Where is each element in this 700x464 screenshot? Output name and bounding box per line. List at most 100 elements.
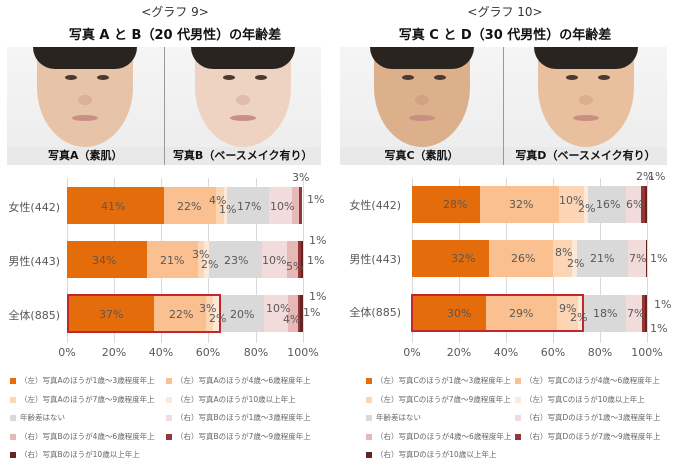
legend-swatch (366, 451, 372, 458)
eye-shape (254, 75, 267, 80)
value-label: 1% (219, 203, 237, 216)
hair-shape (33, 47, 138, 69)
hair-shape (190, 47, 295, 69)
value-label: 2% (578, 202, 596, 215)
legend-swatch (10, 451, 16, 458)
segment (552, 240, 573, 277)
segment (489, 240, 553, 277)
segment (576, 240, 628, 277)
value-label: 1% (307, 193, 325, 206)
value-label: 32% (451, 252, 476, 265)
x-tick: 60% (195, 346, 221, 359)
segment (67, 187, 164, 224)
gridline (303, 178, 304, 343)
value-label: 2% (570, 311, 588, 324)
value-label: 10% (266, 302, 291, 315)
segment (588, 186, 626, 223)
category-label: 男性(443) (8, 255, 60, 268)
legend-label: （左）写真Cのほうが7歳～9歳程度年上 (376, 395, 511, 404)
value-label: 32% (509, 198, 534, 211)
segment (268, 187, 293, 224)
legend-item: （右）写真Dのほうが10歳以上年上 (366, 449, 496, 460)
value-label: 23% (224, 254, 249, 267)
legend-item: （左）写真Aのほうが10歳以上年上 (166, 394, 296, 405)
segment (67, 295, 155, 332)
value-label: 2% (567, 257, 585, 270)
bar-male (67, 241, 303, 278)
segment (297, 295, 300, 332)
legend-item: （右）写真Dのほうが7歳～9歳程度年上 (515, 431, 660, 442)
hair-shape (369, 47, 474, 69)
value-label: 18% (593, 307, 618, 320)
value-label: 10% (559, 194, 584, 207)
value-label: 1% (307, 254, 325, 267)
highlight-outline (67, 294, 221, 333)
legend-swatch (366, 377, 372, 384)
x-tick: 100% (287, 346, 319, 359)
legend-label: （右）写真Bのほうが4歳～6歳程度年上 (20, 432, 155, 441)
legend-swatch (10, 396, 16, 403)
highlight-outline (411, 294, 584, 332)
legend-label: （右）写真Bのほうが10歳以上年上 (20, 450, 140, 459)
value-label: 1% (309, 290, 327, 303)
eye-shape (434, 75, 446, 80)
segment (163, 187, 216, 224)
segment (583, 186, 589, 223)
eye-shape (97, 75, 109, 80)
graph10-photos: 写真C（素肌） 写真D（ベースメイク有り） (340, 47, 667, 165)
segment (556, 295, 579, 332)
legend-label: （左）写真Cのほうが1歳～3歳程度年上 (376, 376, 511, 385)
eye-shape (65, 75, 77, 80)
legend-swatch (166, 377, 172, 384)
segment (300, 241, 303, 278)
value-label: 1% (309, 234, 327, 247)
mouth-shape (229, 115, 256, 121)
legend-label: （右）写真Dのほうが10歳以上年上 (376, 450, 497, 459)
value-label: 5% (286, 260, 304, 273)
legend-item: （左）写真Cのほうが1歳～3歳程度年上 (366, 375, 511, 386)
segment (288, 295, 298, 332)
value-label: 1% (303, 306, 321, 319)
value-label: 20% (230, 308, 255, 321)
nose-shape (235, 95, 250, 105)
graph9-header: <グラフ 9> 写真 A と B（20 代男性）の年齢差 (0, 3, 350, 43)
legend-label: （右）写真Bのほうが7歳～9歳程度年上 (176, 432, 311, 441)
legend-item: （左）写真Aのほうが1歳～3歳程度年上 (10, 375, 155, 386)
nose-shape (578, 95, 593, 105)
segment (286, 241, 299, 278)
segment (645, 240, 647, 277)
segment (292, 187, 299, 224)
segment (223, 187, 228, 224)
photo-a-caption: 写真A（素肌） (7, 147, 164, 165)
hair-shape (533, 47, 638, 69)
photo-c: 写真C（素肌） (340, 47, 503, 165)
legend-label: （左）写真Aのほうが4歳～6歳程度年上 (176, 376, 311, 385)
segment (208, 241, 263, 278)
segment (227, 187, 269, 224)
legend-swatch (166, 396, 172, 403)
segment (298, 187, 302, 224)
legend-item: （右）写真Bのほうが4歳～6歳程度年上 (10, 431, 155, 442)
graph9-photos: 写真A（素肌） 写真B（ベースメイク有り） (7, 47, 321, 165)
value-label: 1% (654, 298, 672, 311)
value-label: 9% (559, 302, 577, 315)
value-label: 10% (270, 200, 295, 213)
segment (154, 295, 207, 332)
mouth-shape (72, 115, 99, 121)
legend-swatch (166, 433, 172, 440)
legend-item: 年齢差はない (366, 412, 421, 423)
eye-shape (598, 75, 610, 80)
segment (640, 186, 646, 223)
segment (298, 241, 301, 278)
segment (480, 186, 559, 223)
legend-swatch (366, 396, 372, 403)
segment (215, 187, 224, 224)
legend-item: （右）写真Dのほうが4歳～6歳程度年上 (366, 431, 511, 442)
segment (264, 295, 289, 332)
segment (625, 295, 643, 332)
legend-swatch (515, 396, 521, 403)
legend-label: 年齢差はない (20, 413, 65, 422)
value-label: 4% (209, 194, 227, 207)
legend-item: （左）写真Cのほうが7歳～9歳程度年上 (366, 394, 511, 405)
value-label: 30% (447, 307, 472, 320)
